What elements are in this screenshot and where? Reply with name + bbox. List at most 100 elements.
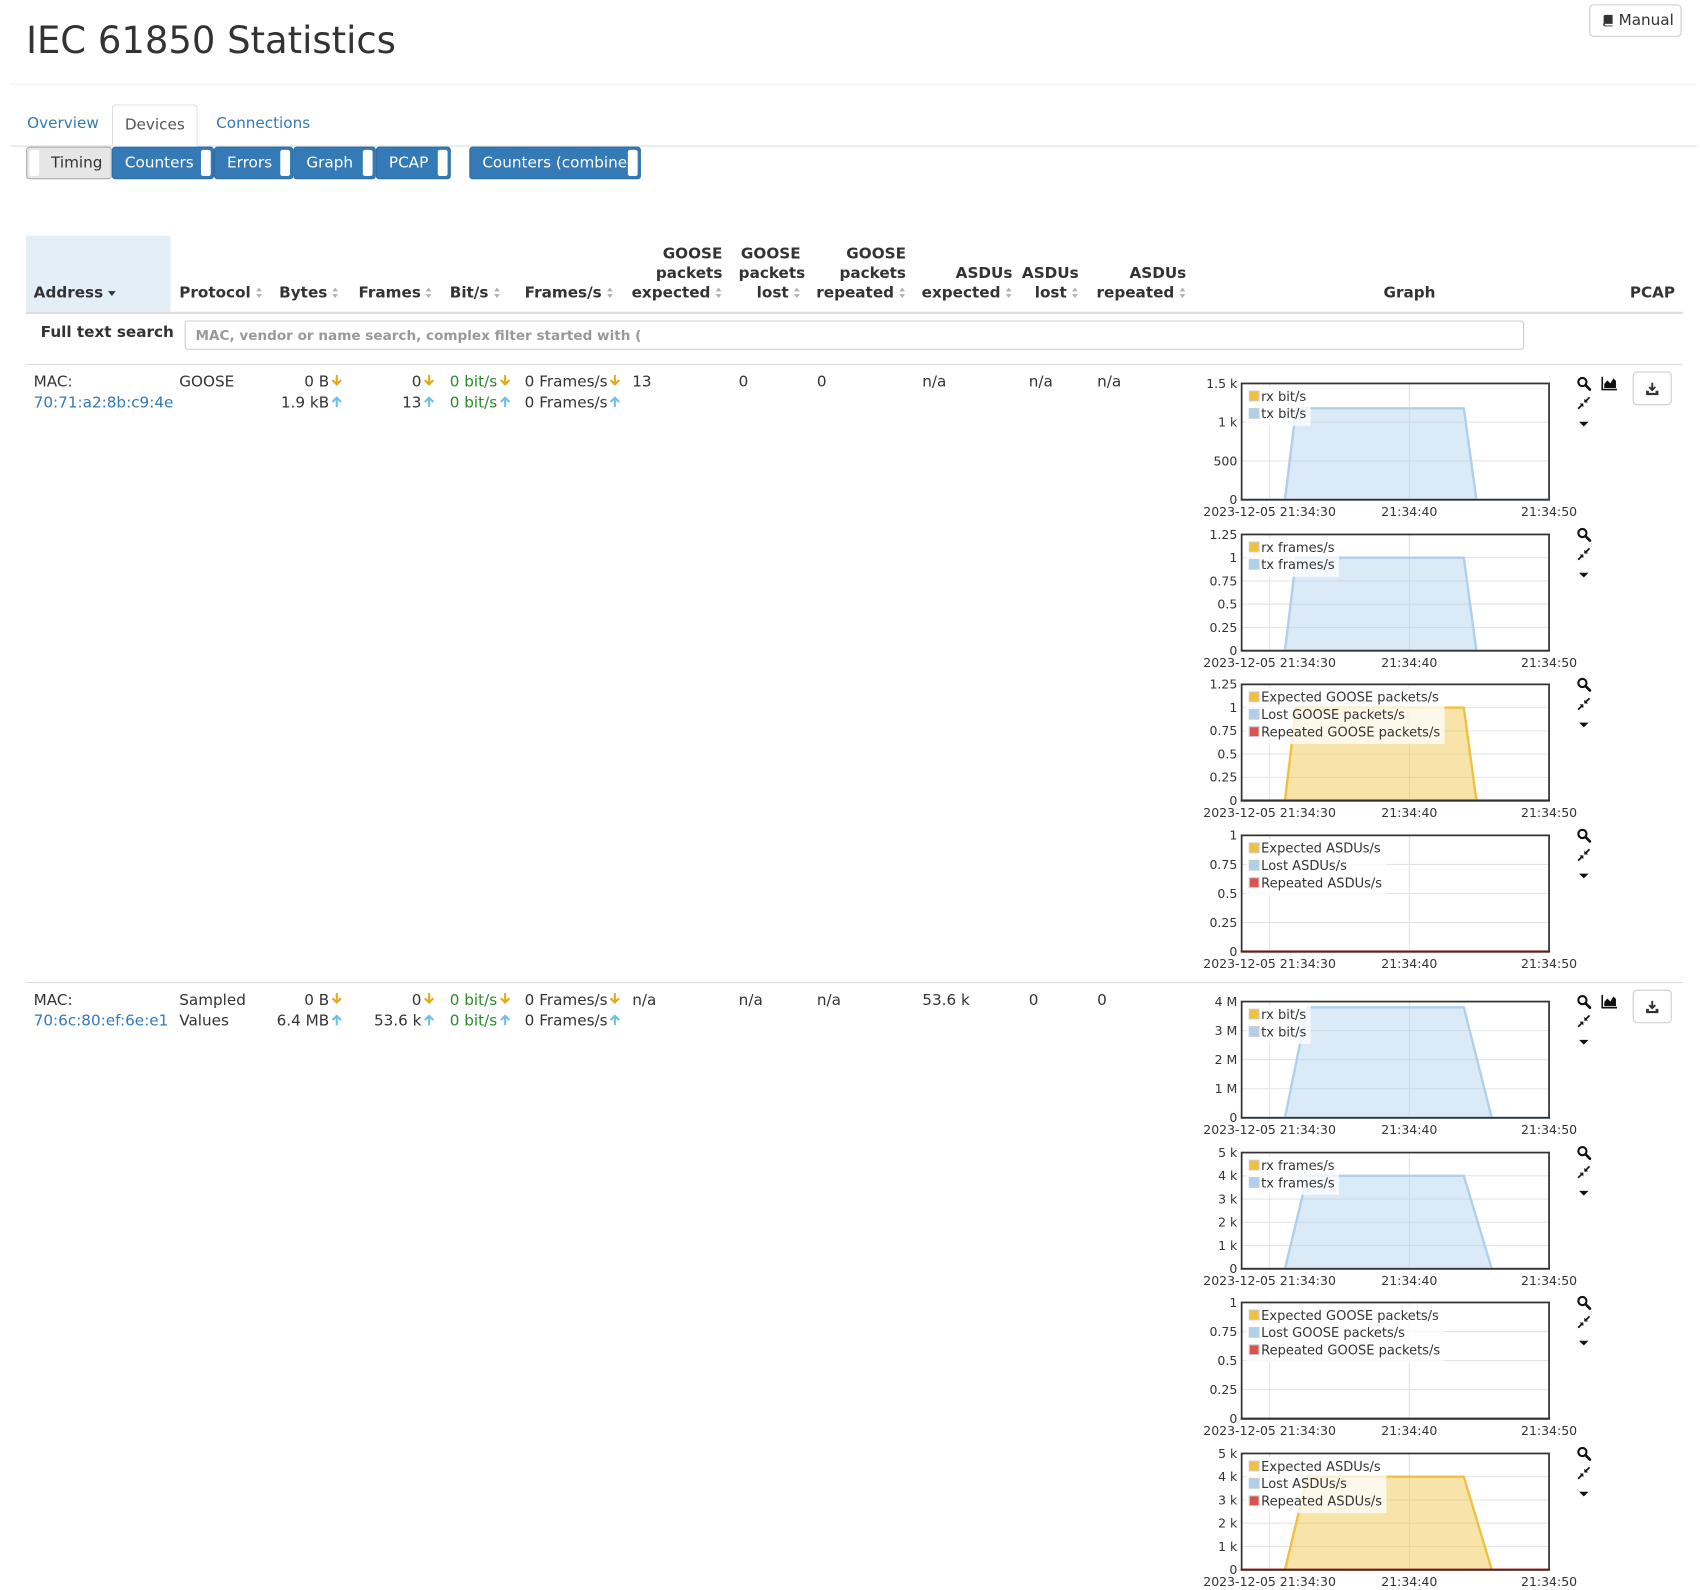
up-shape bbox=[332, 396, 342, 408]
sort-indicator bbox=[606, 287, 613, 298]
tab[interactable]: Overview bbox=[27, 115, 99, 133]
zoom-shape bbox=[1577, 527, 1588, 538]
bytes-cell: 6.4 MB bbox=[239, 1011, 343, 1032]
rx-arrow bbox=[500, 374, 510, 386]
caret-shape bbox=[1579, 873, 1589, 878]
sort-indicator bbox=[108, 291, 116, 297]
x-tick-label: 2023-12-05 21:34:30 bbox=[1203, 805, 1336, 820]
x-tick-label: 21:34:50 bbox=[1521, 1573, 1577, 1588]
legend-label: Expected ASDUs/s bbox=[1261, 1459, 1381, 1474]
column-header[interactable]: ASDUs expected bbox=[918, 236, 1013, 303]
column-header-label: PCAP bbox=[1629, 284, 1676, 302]
column-header-cell: GOOSE packets expected bbox=[630, 244, 723, 303]
download-icon bbox=[1646, 1000, 1659, 1014]
legend-swatch bbox=[1248, 708, 1260, 720]
column-header[interactable]: Address bbox=[34, 236, 164, 303]
tx-arrow bbox=[332, 1014, 342, 1026]
column-header-label: Address bbox=[33, 284, 104, 302]
y-tick-label: 2 M bbox=[1215, 1052, 1238, 1067]
subtab-button[interactable]: Graph bbox=[293, 146, 376, 180]
column-header[interactable]: ASDUs lost bbox=[1019, 236, 1079, 303]
column-header[interactable]: Protocol bbox=[179, 236, 271, 303]
y-tick-label: 1.25 bbox=[1209, 526, 1237, 541]
column-header[interactable]: Frames/s bbox=[525, 236, 623, 303]
up-shape bbox=[610, 396, 620, 408]
legend-swatch bbox=[1248, 859, 1260, 871]
legend-label: rx frames/s bbox=[1261, 1158, 1335, 1173]
column-header[interactable]: Frames bbox=[358, 236, 439, 303]
x-tick-label: 21:34:50 bbox=[1521, 805, 1577, 820]
legend-label: tx bit/s bbox=[1261, 407, 1306, 422]
graph-type-button bbox=[1601, 376, 1617, 391]
reset-zoom-button bbox=[1577, 1165, 1591, 1178]
plot-border bbox=[1240, 1301, 1550, 1420]
y-tick-label: 0.5 bbox=[1217, 1353, 1237, 1368]
area-shape bbox=[1604, 996, 1616, 1007]
graph: 0 0.25 0.5 0.75 1 2023-12-05 21:34:30 21:34:40… bbox=[1203, 1295, 1577, 1438]
asdu-expected: 53.6 k bbox=[922, 991, 970, 1010]
bytes-cell: 1.9 kB bbox=[239, 393, 343, 414]
manual-label: Manual bbox=[1618, 11, 1674, 30]
subtab-button[interactable]: Errors bbox=[214, 146, 294, 180]
download-shape bbox=[1648, 382, 1656, 392]
legend-swatch bbox=[1248, 1008, 1260, 1020]
frames-value: 0 bbox=[411, 991, 422, 1010]
frames-cell: 0 bbox=[337, 373, 436, 394]
subtab-button[interactable]: Counters (combined) bbox=[469, 146, 641, 180]
search-input[interactable]: MAC, vendor or name search, complex filt… bbox=[184, 320, 1525, 350]
goose-repeated: 0 bbox=[816, 373, 827, 392]
zoom-shape bbox=[1584, 1001, 1592, 1009]
legend-label: Expected GOOSE packets/s bbox=[1261, 1309, 1439, 1324]
x-tick-label: 21:34:40 bbox=[1381, 1122, 1437, 1137]
reset-zoom-button bbox=[1577, 1315, 1591, 1329]
down-shape bbox=[424, 992, 434, 1005]
y-tick-label: 0.5 bbox=[1217, 596, 1237, 611]
column-header[interactable]: GOOSE packets repeated bbox=[815, 236, 906, 303]
column-header[interactable]: Bytes bbox=[279, 236, 350, 303]
subtab-button[interactable]: Timing bbox=[26, 146, 112, 180]
fps-value: 0 Frames/s bbox=[524, 373, 608, 392]
legend-label: rx bit/s bbox=[1261, 390, 1306, 405]
down-shape bbox=[424, 374, 434, 386]
toggle-knob bbox=[280, 149, 291, 176]
zoom-button bbox=[1577, 995, 1592, 1009]
toggle-knob bbox=[200, 149, 211, 176]
y-tick-label: 1 bbox=[1229, 550, 1237, 565]
column-header-label: ASDUs repeated bbox=[1096, 265, 1187, 302]
column-header[interactable]: ASDUs repeated bbox=[1092, 236, 1187, 303]
up-shape bbox=[424, 396, 434, 408]
sort-shape bbox=[493, 287, 500, 298]
legend-swatch bbox=[1248, 1026, 1260, 1037]
legend-swatch bbox=[1248, 1459, 1260, 1471]
shrink-shape bbox=[1577, 1014, 1591, 1028]
subtab-button[interactable]: PCAP bbox=[375, 146, 451, 180]
zoom-shape bbox=[1584, 534, 1592, 542]
legend-label: Repeated ASDUs/s bbox=[1261, 1494, 1382, 1509]
column-header-label: Frames/s bbox=[524, 284, 602, 302]
y-tick-label: 0 bbox=[1229, 1110, 1237, 1125]
column-header-label: Graph bbox=[1383, 284, 1436, 302]
y-tick-label: 0 bbox=[1229, 642, 1237, 657]
y-tick-label: 0.5 bbox=[1217, 746, 1237, 761]
column-header[interactable]: GOOSE packets lost bbox=[739, 236, 806, 303]
pcap-download-button[interactable] bbox=[1632, 371, 1672, 406]
column-header[interactable]: GOOSE packets expected bbox=[630, 236, 723, 303]
y-tick-label: 3 k bbox=[1218, 1191, 1238, 1206]
y-tick-label: 3 M bbox=[1215, 1023, 1238, 1038]
mac-link[interactable]: 70:71:a2:8b:c9:4e bbox=[33, 394, 174, 412]
sort-shape bbox=[793, 287, 800, 298]
subtab-button[interactable]: Counters bbox=[111, 146, 215, 180]
manual-button[interactable]: Manual bbox=[1589, 4, 1682, 37]
legend-background bbox=[1245, 1456, 1387, 1513]
y-tick-label: 0.5 bbox=[1217, 885, 1237, 900]
legend-background bbox=[1245, 838, 1387, 895]
legend-swatch bbox=[1248, 876, 1260, 888]
mac-link[interactable]: 70:6c:80:ef:6e:e1 bbox=[33, 1012, 169, 1030]
zoom-button bbox=[1577, 376, 1592, 391]
pcap-download-button[interactable] bbox=[1632, 989, 1672, 1024]
fps-value: 0 Frames/s bbox=[524, 1012, 608, 1030]
tab-active[interactable]: Devices bbox=[111, 104, 198, 147]
column-header[interactable]: Bit/s bbox=[450, 236, 517, 303]
legend-swatch bbox=[1248, 1176, 1260, 1188]
tab[interactable]: Connections bbox=[216, 115, 311, 133]
